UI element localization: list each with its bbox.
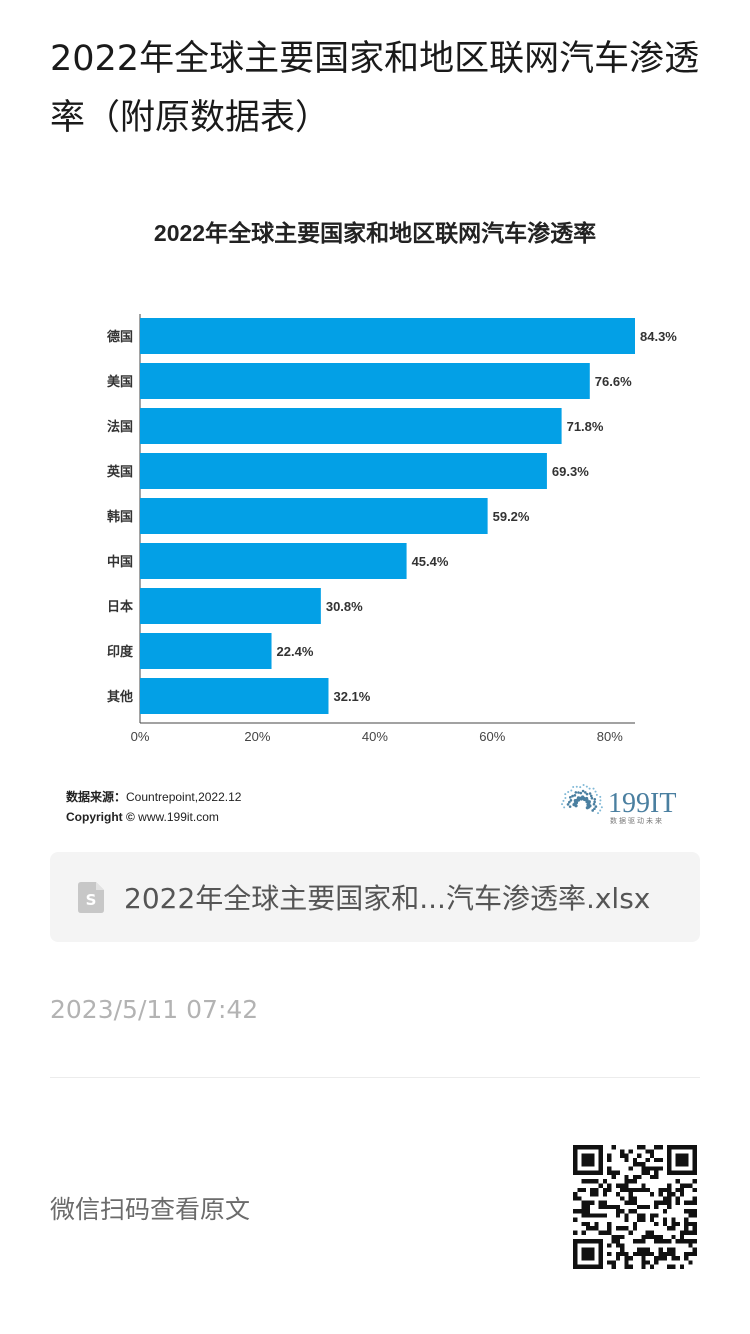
category-label: 英国: [106, 464, 133, 479]
qr-code-icon[interactable]: [573, 1145, 697, 1269]
x-tick-label: 80%: [597, 729, 623, 744]
attachment-card[interactable]: S 2022年全球主要国家和...汽车渗透率.xlsx: [50, 852, 700, 942]
data-label: 32.1%: [333, 689, 370, 704]
brand-name: 199IT: [608, 788, 676, 819]
copyright-note: Copyright © www.199it.com: [66, 810, 219, 824]
category-label: 印度: [107, 644, 134, 659]
category-label: 美国: [107, 374, 133, 389]
category-label: 法国: [107, 419, 133, 434]
data-label: 69.3%: [552, 464, 589, 479]
bar-6: [140, 543, 407, 579]
data-label: 59.2%: [493, 509, 530, 524]
x-tick-label: 20%: [244, 729, 270, 744]
data-label: 84.3%: [640, 329, 677, 344]
x-tick-label: 60%: [479, 729, 505, 744]
bar-3: [140, 408, 562, 444]
attachment-file-name: 2022年全球主要国家和...汽车渗透率.xlsx: [124, 882, 651, 915]
chart-title: 2022年全球主要国家和地区联网汽车渗透率: [154, 220, 596, 246]
post-time: 2023/5/11 07:42: [50, 995, 259, 1024]
svg-text:S: S: [86, 891, 97, 909]
spreadsheet-file-icon: S: [78, 881, 104, 913]
article-title: 2022年全球主要国家和地区联网汽车渗透率（附原数据表）: [50, 39, 700, 138]
source-note: 数据来源：Countrepoint,2022.12: [66, 789, 242, 804]
data-label: 76.6%: [595, 374, 632, 389]
category-label: 其他: [107, 689, 133, 704]
scan-to-view-text: 微信扫码查看原文: [50, 1195, 251, 1224]
data-label: 45.4%: [412, 554, 449, 569]
category-label: 日本: [107, 599, 133, 614]
bar-4: [140, 453, 547, 489]
x-tick-label: 40%: [362, 729, 388, 744]
brand-logo-icon: [561, 784, 603, 815]
divider: [50, 1077, 700, 1078]
x-tick-label: 0%: [131, 729, 150, 744]
data-label: 30.8%: [326, 599, 363, 614]
data-label: 22.4%: [277, 644, 314, 659]
bar-5: [140, 498, 488, 534]
category-label: 中国: [107, 554, 133, 569]
data-label: 71.8%: [567, 419, 604, 434]
bar-2: [140, 363, 590, 399]
brand-tagline: 数据驱动未来: [610, 816, 664, 825]
bar-8: [140, 633, 272, 669]
category-label: 韩国: [107, 509, 133, 524]
bar-7: [140, 588, 321, 624]
bar-9: [140, 678, 329, 714]
bar-1: [140, 318, 635, 354]
category-label: 德国: [107, 329, 133, 344]
